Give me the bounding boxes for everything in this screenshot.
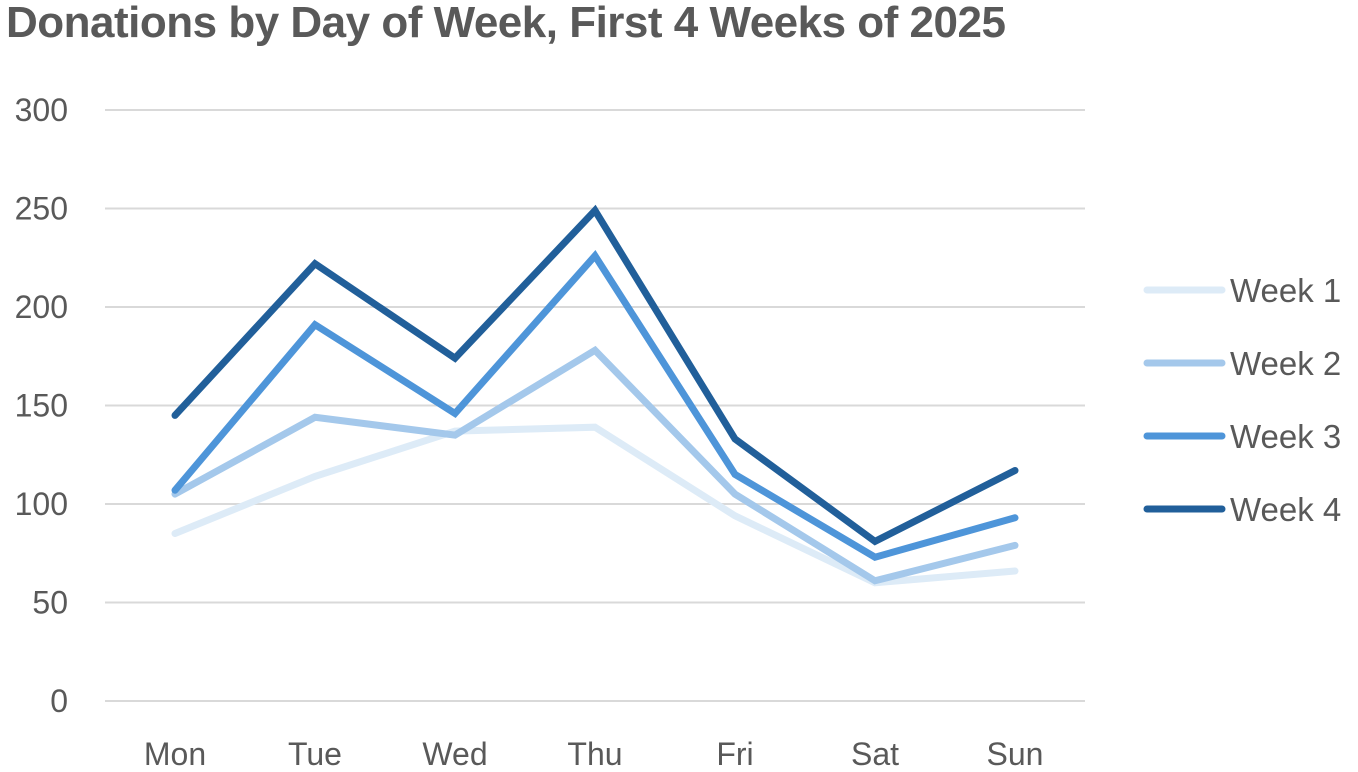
- x-tick-label: Thu: [567, 736, 622, 772]
- x-tick-label: Sat: [851, 736, 899, 772]
- y-tick-label: 150: [15, 388, 68, 424]
- series-lines: [171, 204, 1019, 587]
- x-axis-tick-labels: Mon Tue Wed Thu Fri Sat Sun: [144, 736, 1044, 772]
- series-line-week-3: [171, 250, 1019, 561]
- y-tick-label: 200: [15, 289, 68, 325]
- series-line-week-4: [171, 204, 1019, 546]
- x-tick-label: Fri: [716, 736, 753, 772]
- y-tick-label: 300: [15, 92, 68, 128]
- legend-label-week-2: Week 2: [1230, 345, 1341, 382]
- x-tick-label: Sun: [987, 736, 1044, 772]
- x-tick-label: Tue: [288, 736, 342, 772]
- y-tick-label: 100: [15, 486, 68, 522]
- legend-label-week-1: Week 1: [1230, 272, 1341, 309]
- gridlines: [105, 109, 1085, 702]
- y-axis-tick-labels: 0 50 100 150 200 250 300: [15, 92, 68, 719]
- legend-label-week-3: Week 3: [1230, 418, 1341, 455]
- legend-label-week-4: Week 4: [1230, 491, 1341, 528]
- y-tick-label: 0: [50, 683, 68, 719]
- y-tick-label: 50: [32, 585, 68, 621]
- legend: Week 1 Week 2 Week 3 Week 4: [1143, 272, 1341, 528]
- x-tick-label: Mon: [144, 736, 206, 772]
- x-tick-label: Wed: [422, 736, 487, 772]
- y-tick-label: 250: [15, 191, 68, 227]
- chart-title: Donations by Day of Week, First 4 Weeks …: [6, 0, 1006, 47]
- series-line-week-2: [171, 345, 1019, 585]
